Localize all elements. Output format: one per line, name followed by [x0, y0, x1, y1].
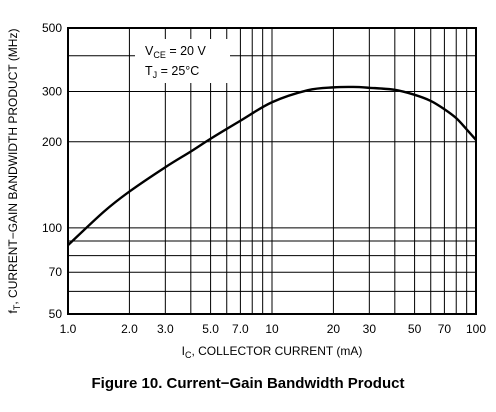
x-tick-label: 7.0: [232, 322, 249, 336]
data-series: [67, 85, 477, 247]
y-tick-label: 200: [42, 135, 62, 149]
annotation-vce: VCE = 20 V: [145, 44, 206, 60]
y-tick-label: 500: [42, 21, 62, 35]
x-tick-label: 1.0: [60, 322, 77, 336]
x-tick-labels: 1.0 2.0 3.0 5.0 7.0 10 20 30 50 70 100: [60, 322, 487, 336]
y-tick-label: 100: [42, 221, 62, 235]
x-tick-label: 70: [438, 322, 452, 336]
grid-lines: [67, 27, 477, 315]
annotation-background: [135, 39, 230, 83]
y-tick-label: 70: [49, 265, 63, 279]
x-axis-label: IC, COLLECTOR CURRENT (mA): [182, 344, 363, 360]
x-tick-label: 10: [265, 322, 279, 336]
y-tick-label: 50: [49, 307, 63, 321]
plot-frame: [67, 27, 477, 315]
x-tick-label: 50: [408, 322, 422, 336]
x-tick-label: 100: [466, 322, 486, 336]
x-tick-label: 3.0: [157, 322, 174, 336]
annotation-box: [135, 39, 230, 83]
series-line-0: [67, 85, 477, 247]
x-tick-label: 30: [363, 322, 377, 336]
y-axis-label: fT, CURRENT−GAIN BANDWIDTH PRODUCT (MHz): [6, 29, 22, 314]
x-tick-label: 5.0: [202, 322, 219, 336]
x-tick-label: 20: [327, 322, 341, 336]
figure-caption: Figure 10. Current−Gain Bandwidth Produc…: [91, 375, 405, 392]
annotation-tj: TJ = 25°C: [145, 64, 199, 80]
y-tick-labels: 50 70 100 200 300 500: [42, 21, 62, 321]
y-tick-label: 300: [42, 84, 62, 98]
x-tick-label: 2.0: [121, 322, 138, 336]
